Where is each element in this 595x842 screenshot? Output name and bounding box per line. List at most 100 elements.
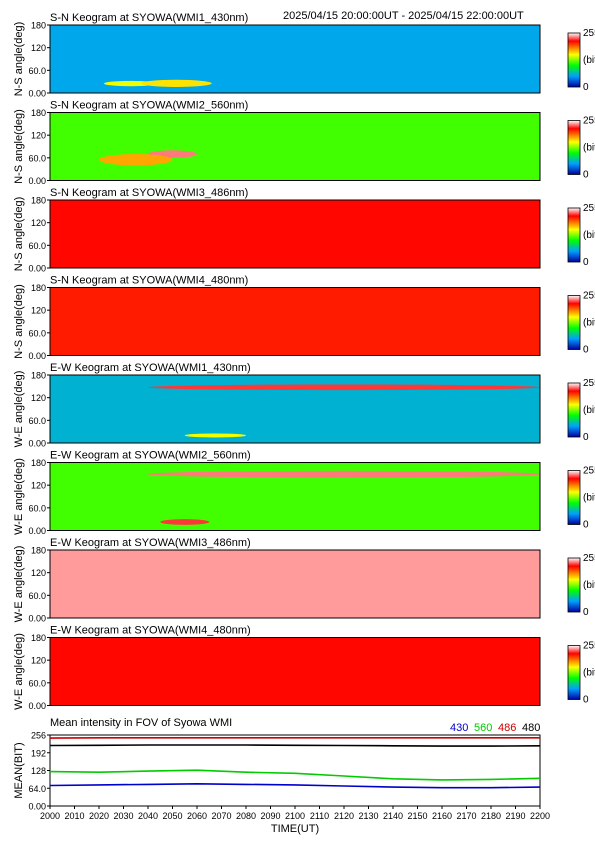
keogram-feature (140, 79, 212, 87)
colorbar-label: (bit) (583, 580, 595, 591)
panel-ytick-label: 60.0 (28, 416, 46, 426)
colorbar-label: 255 (583, 291, 595, 302)
panel-ytick-label: 0.00 (28, 526, 46, 536)
lineplot-xtick-label: 2120 (334, 811, 354, 821)
lineplot-xtick-label: 2140 (383, 811, 403, 821)
panel-ytick-label: 60.0 (28, 153, 46, 163)
panel-ylabel: N-S angle(deg) (13, 197, 25, 272)
date-range-header: 2025/04/15 20:00:00UT - 2025/04/15 22:00… (283, 10, 524, 22)
lineplot-ytick-label: 256 (31, 731, 46, 741)
panel-frame (49, 287, 541, 356)
lineplot-ylabel: MEAN(BIT) (13, 742, 25, 798)
panel-title: S-N Keogram at SYOWA(WMI2_560nm) (50, 100, 248, 112)
panel-ylabel: N-S angle(deg) (13, 22, 25, 97)
panel-title: S-N Keogram at SYOWA(WMI1_430nm) (50, 12, 248, 24)
panel-ytick-label: 180 (31, 458, 46, 468)
lineplot-xlabel: TIME(UT) (271, 823, 319, 835)
panel-title: S-N Keogram at SYOWA(WMI3_486nm) (50, 187, 248, 199)
lineplot-xtick-label: 2040 (138, 811, 158, 821)
keogram-panel: E-W Keogram at SYOWA(WMI2_560nm) W-E angl… (13, 450, 595, 537)
keogram-band (50, 200, 540, 268)
panel-frame (49, 637, 541, 706)
panel-frame (49, 374, 541, 444)
keogram-feature (99, 154, 173, 166)
colorbar-label: (bit) (583, 230, 595, 241)
panel-ylabel: W-E angle(deg) (13, 546, 25, 623)
lineplot-ytick-label: 192 (31, 748, 46, 758)
panel-ytick-label: 180 (31, 108, 46, 118)
colorbar (567, 470, 581, 525)
lineplot-xtick-label: 2110 (310, 811, 329, 821)
mean-intensity-plot: Mean intensity in FOV of Syowa WMI 430 560… (13, 717, 550, 835)
lineplot-xtick-label: 2070 (211, 811, 231, 821)
keogram-band (50, 112, 540, 181)
colorbar (567, 207, 581, 263)
panel-ytick-label: 60.0 (28, 241, 46, 251)
panel-ytick-label: 120 (31, 131, 46, 141)
colorbar-label: 0 (583, 432, 589, 443)
panel-title: E-W Keogram at SYOWA(WMI3_486nm) (50, 537, 251, 549)
keogram-panel: E-W Keogram at SYOWA(WMI4_480nm) W-E angl… (13, 625, 595, 712)
panel-ytick-label: 180 (31, 633, 46, 643)
panel-ytick-label: 0.00 (28, 351, 46, 361)
panel-frame (49, 462, 541, 531)
panel-ytick-label: 0.00 (28, 264, 46, 274)
lineplot-xtick-label: 2020 (89, 811, 109, 821)
colorbar-label: (bit) (583, 493, 595, 504)
panel-frame (49, 549, 541, 619)
colorbar-label: 255 (583, 378, 595, 389)
colorbar (567, 382, 581, 438)
colorbar-label: 255 (583, 116, 595, 127)
lineplot-xtick-label: 2060 (187, 811, 207, 821)
colorbar-label: 255 (583, 466, 595, 477)
colorbar-label: (bit) (583, 318, 595, 329)
panel-ytick-label: 180 (31, 283, 46, 293)
panel-title: E-W Keogram at SYOWA(WMI2_560nm) (50, 450, 251, 462)
colorbar-label: (bit) (583, 143, 595, 154)
keogram-band (50, 287, 540, 356)
panel-frame (49, 199, 541, 269)
legend-entry: 560 (474, 722, 492, 734)
colorbar-label: 255 (583, 28, 595, 39)
colorbar-label: 255 (583, 553, 595, 564)
keogram-panel: S-N Keogram at SYOWA(WMI2_560nm) N-S angl… (13, 100, 595, 187)
panel-ylabel: W-E angle(deg) (13, 633, 25, 710)
panel-ylabel: N-S angle(deg) (13, 284, 25, 359)
panel-ytick-label: 180 (31, 546, 46, 556)
lineplot-xtick-label: 2050 (162, 811, 182, 821)
panel-ytick-label: 60.0 (28, 66, 46, 76)
colorbar (567, 645, 581, 700)
keogram-panel: S-N Keogram at SYOWA(WMI3_486nm) N-S angl… (13, 187, 595, 274)
panel-ytick-label: 60.0 (28, 328, 46, 338)
panel-title: E-W Keogram at SYOWA(WMI1_430nm) (50, 362, 251, 374)
panel-ytick-label: 60.0 (28, 503, 46, 513)
colorbar (567, 557, 581, 613)
panel-ytick-label: 120 (31, 393, 46, 403)
panel-ytick-label: 60.0 (28, 678, 46, 688)
colorbar-label: 0 (583, 170, 589, 181)
colorbar-label: 0 (583, 345, 589, 356)
lineplot-xtick-label: 2100 (285, 811, 305, 821)
colorbar (567, 120, 581, 175)
keogram-band (50, 550, 540, 618)
lineplot-ytick-label: 128 (31, 766, 46, 776)
colorbar-label: 0 (583, 257, 589, 268)
lineplot-xtick-label: 2130 (358, 811, 378, 821)
colorbar-label: 255 (583, 641, 595, 652)
lineplot-xtick-label: 2030 (113, 811, 133, 821)
keogram-feature (148, 470, 540, 478)
panel-ytick-label: 120 (31, 481, 46, 491)
panel-title: E-W Keogram at SYOWA(WMI4_480nm) (50, 625, 251, 637)
series-line-560 (49, 769, 541, 781)
panel-ytick-label: 120 (31, 656, 46, 666)
colorbar-label: (bit) (583, 668, 595, 679)
lineplot-xtick-label: 2200 (530, 811, 550, 821)
colorbar-label: 255 (583, 203, 595, 214)
lineplot-xtick-label: 2190 (505, 811, 525, 821)
panel-ytick-label: 120 (31, 43, 46, 53)
keogram-feature (160, 519, 210, 525)
lineplot-xtick-label: 2150 (407, 811, 427, 821)
colorbar-label: (bit) (583, 405, 595, 416)
panel-ytick-label: 0.00 (28, 89, 46, 99)
